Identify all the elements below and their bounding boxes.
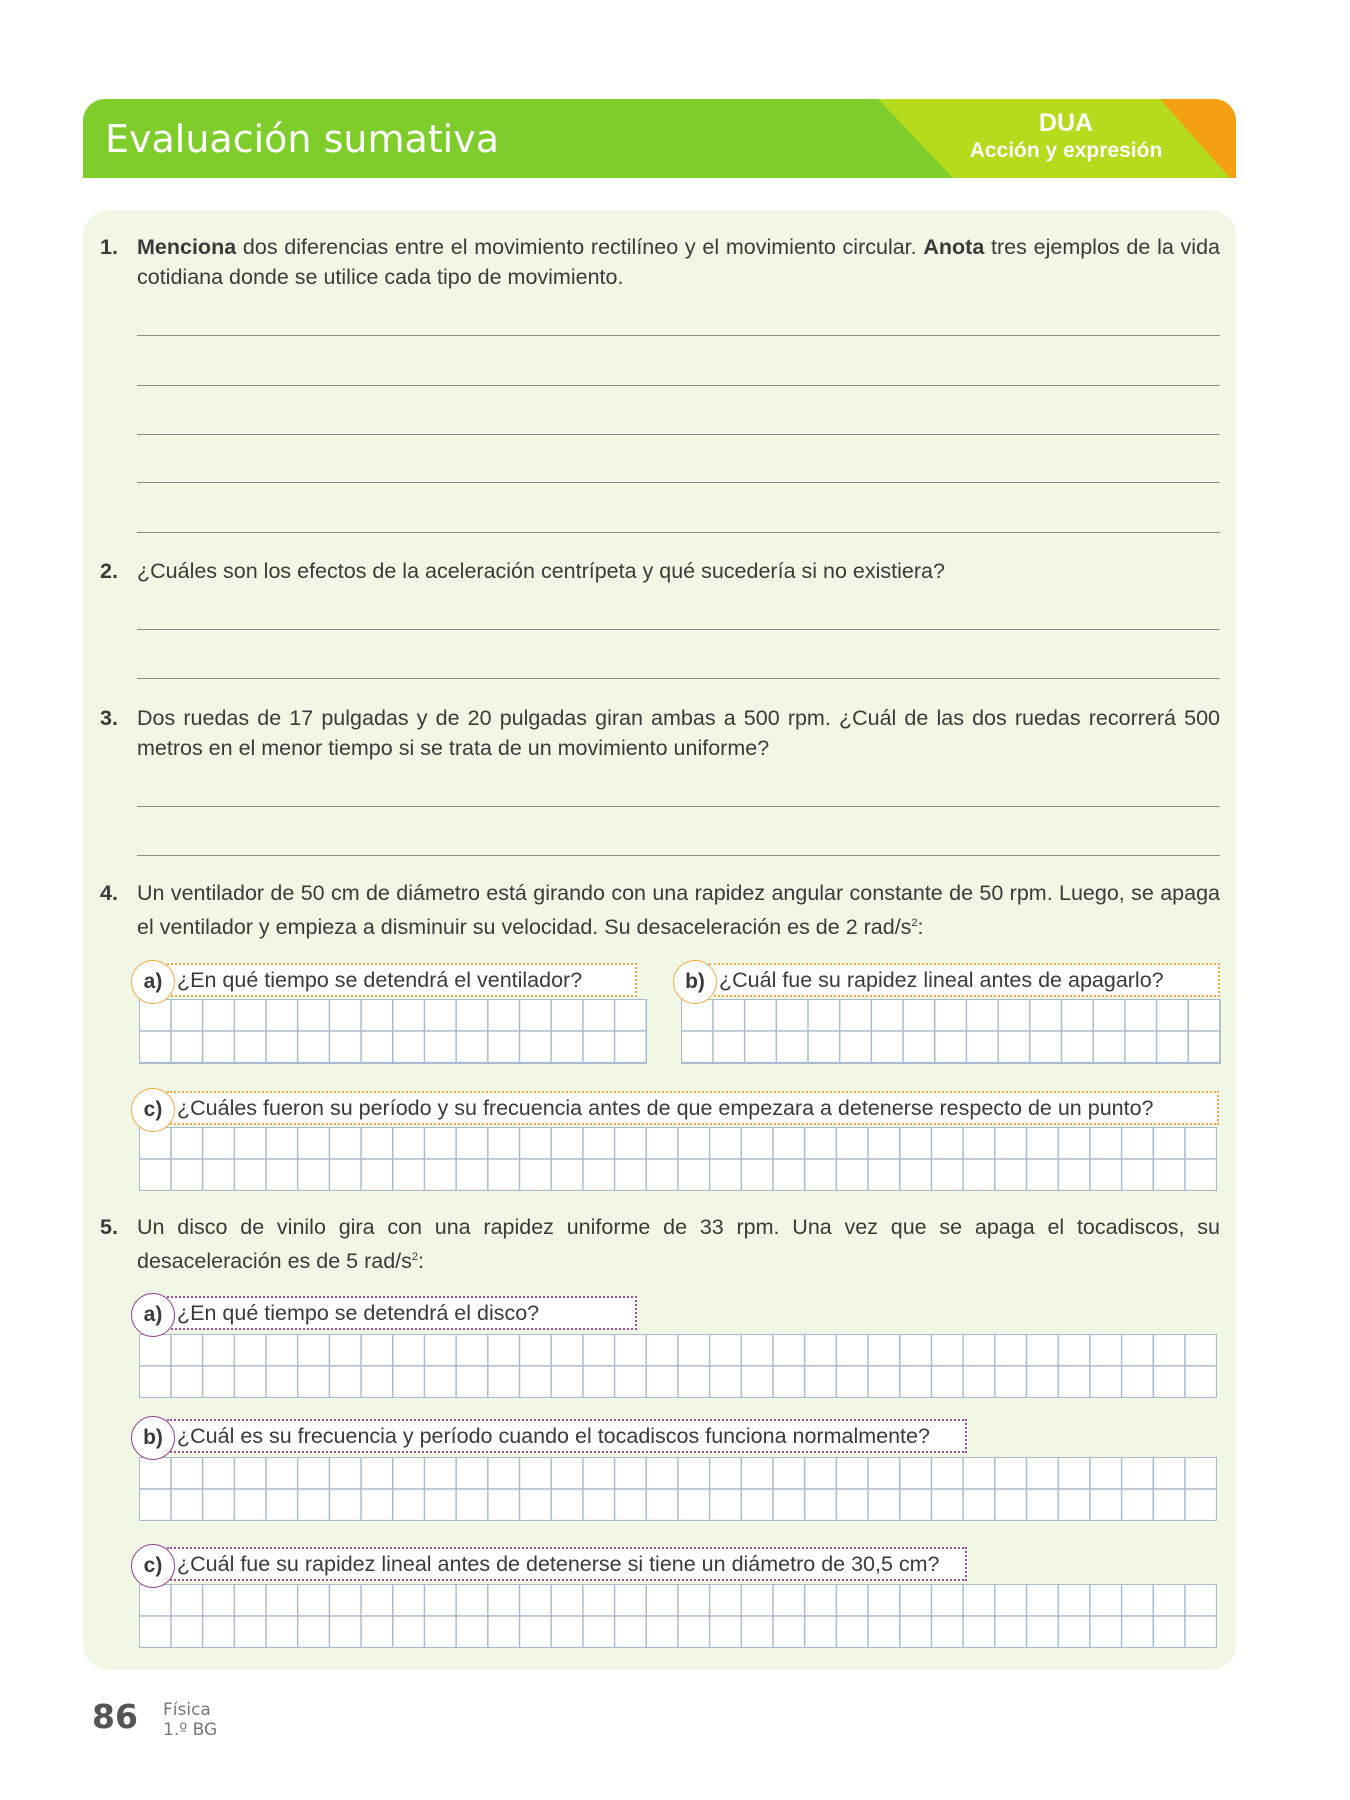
text-part: Un disco de vinilo gira con una rapidez … — [137, 1215, 1220, 1274]
part-question: ¿Cuál fue su rapidez lineal antes de apa… — [709, 963, 1220, 997]
part-question: ¿Cuál fue su rapidez lineal antes de det… — [167, 1547, 967, 1581]
question-number: 2. — [100, 559, 118, 583]
question-text: Menciona dos diferencias entre el movimi… — [137, 232, 1220, 292]
answer-grid[interactable] — [139, 1584, 1217, 1648]
answer-line[interactable] — [137, 335, 1220, 336]
question-number: 5. — [100, 1215, 118, 1239]
question-number: 1. — [100, 235, 118, 259]
part-label: c) — [131, 1544, 175, 1588]
footer-subject: Física 1.º BG — [163, 1700, 217, 1740]
question-1: 1. Menciona dos diferencias entre el mov… — [100, 232, 1220, 292]
part-question: ¿Cuál es su frecuencia y período cuando … — [167, 1419, 967, 1453]
answer-grid[interactable] — [139, 1457, 1217, 1521]
text-part: tres ejemplos de la vida cotidiana donde… — [137, 235, 1220, 289]
question-5: 5. Un disco de vinilo gira con una rapid… — [100, 1212, 1220, 1276]
text-part: Un ventilador de 50 cm de diámetro está … — [137, 881, 1220, 940]
answer-grid[interactable] — [139, 999, 647, 1064]
answer-line[interactable] — [137, 806, 1220, 807]
answer-line[interactable] — [137, 678, 1220, 679]
part-label: b) — [131, 1416, 175, 1460]
superscript: 2 — [911, 917, 918, 929]
answer-line[interactable] — [137, 629, 1220, 630]
answer-line[interactable] — [137, 385, 1220, 386]
keyword: Anota — [923, 235, 985, 259]
question-text: Un disco de vinilo gira con una rapidez … — [137, 1212, 1220, 1276]
dua-subtitle: Acción y expresión — [969, 139, 1163, 162]
question-number: 3. — [100, 706, 118, 730]
dua-badge: DUA Acción y expresión — [956, 109, 1176, 163]
section-header: Evaluación sumativa DUA Acción y expresi… — [83, 99, 1236, 178]
answer-line[interactable] — [137, 482, 1220, 483]
part-label: c) — [131, 1088, 175, 1132]
question-text: ¿Cuáles son los efectos de la aceleració… — [137, 559, 945, 583]
question-number: 4. — [100, 881, 118, 905]
answer-line[interactable] — [137, 532, 1220, 533]
text-part: dos diferencias entre el movimiento rect… — [236, 235, 924, 259]
part-label: a) — [131, 960, 175, 1004]
text-part: : — [917, 915, 924, 940]
keyword: Menciona — [137, 235, 237, 259]
question-text: Un ventilador de 50 cm de diámetro está … — [137, 878, 1220, 942]
page-number: 86 — [92, 1697, 138, 1736]
dua-label: DUA — [1038, 109, 1094, 137]
question-4: 4. Un ventilador de 50 cm de diámetro es… — [100, 878, 1220, 942]
superscript: 2 — [411, 1251, 419, 1263]
answer-grid[interactable] — [139, 1127, 1217, 1191]
question-2: 2. ¿Cuáles son los efectos de la acelera… — [100, 556, 1220, 586]
subject-label: Física — [163, 1700, 211, 1720]
part-label: a) — [131, 1293, 175, 1337]
part-label: b) — [673, 960, 717, 1004]
text-part: : — [418, 1249, 425, 1274]
answer-grid[interactable] — [681, 999, 1221, 1064]
question-3: 3. Dos ruedas de 17 pulgadas y de 20 pul… — [100, 703, 1220, 763]
answer-line[interactable] — [137, 855, 1220, 856]
question-text: Dos ruedas de 17 pulgadas y de 20 pulgad… — [137, 706, 1220, 760]
page-title: Evaluación sumativa — [105, 117, 499, 161]
answer-grid[interactable] — [139, 1334, 1217, 1398]
part-question: ¿Cuáles fueron su período y su frecuenci… — [167, 1091, 1219, 1125]
grade-label: 1.º BG — [163, 1720, 218, 1740]
part-question: ¿En qué tiempo se detendrá el ventilador… — [167, 963, 637, 997]
answer-line[interactable] — [137, 434, 1220, 435]
part-question: ¿En qué tiempo se detendrá el disco? — [167, 1296, 637, 1330]
